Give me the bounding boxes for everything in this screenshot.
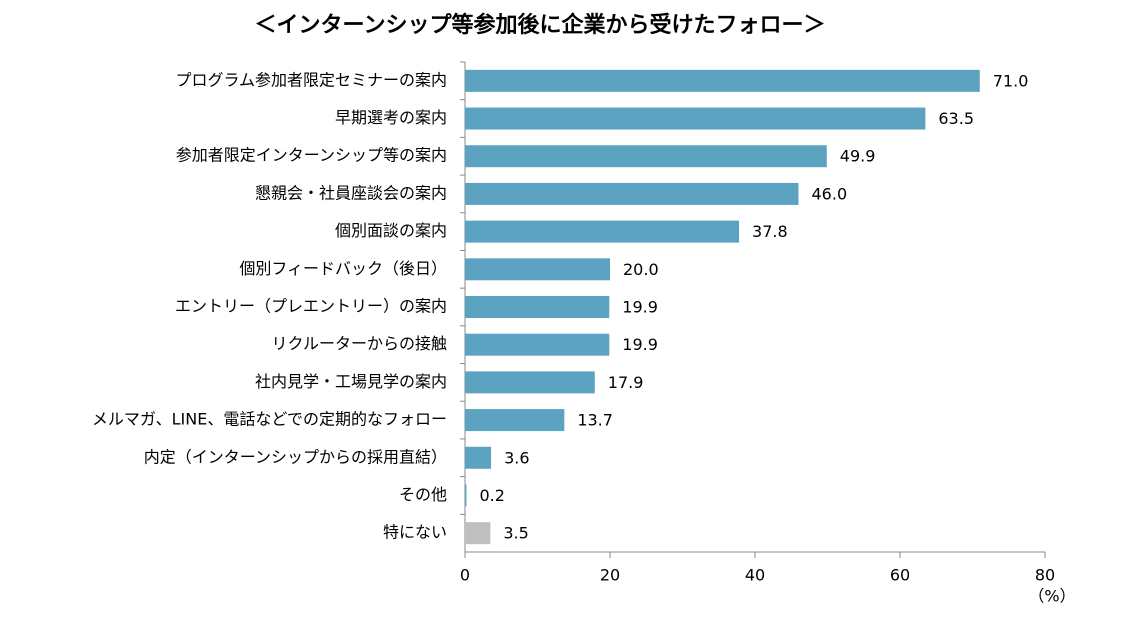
value-label: 63.5 (938, 109, 974, 128)
y-tick-label: 個別フィードバック（後日） (239, 259, 447, 278)
bar (465, 258, 610, 281)
value-label: 37.8 (752, 222, 788, 241)
y-tick-label: 早期選考の案内 (335, 108, 447, 127)
bar (465, 409, 565, 432)
bar (465, 107, 926, 130)
y-tick-label: 内定（インターンシップからの採用直結） (144, 447, 447, 466)
bar (465, 484, 467, 507)
chart-title: ＜インターンシップ等参加後に企業から受けたフォロー＞ (255, 12, 826, 38)
bar (465, 145, 827, 168)
value-label: 3.5 (503, 524, 528, 543)
y-tick-label: プログラム参加者限定セミナーの案内 (175, 70, 447, 89)
y-tick-label: エントリー（プレエントリー）の案内 (175, 297, 447, 316)
x-tick-label: 80 (1035, 566, 1055, 585)
value-label: 46.0 (812, 184, 848, 203)
bar (465, 69, 980, 92)
bar (465, 522, 491, 545)
value-label: 19.9 (622, 335, 658, 354)
value-label: 17.9 (608, 373, 644, 392)
x-tick-label: 20 (600, 566, 620, 585)
y-tick-label: 懇親会・社員座談会の案内 (255, 183, 447, 202)
x-tick-label: 40 (745, 566, 765, 585)
value-label: 3.6 (504, 448, 529, 467)
bar (465, 333, 610, 356)
bar (465, 182, 799, 205)
y-tick-label: 特にない (383, 523, 447, 542)
value-label: 0.2 (479, 486, 504, 505)
y-tick-label: その他 (399, 485, 447, 504)
value-label: 20.0 (623, 260, 659, 279)
x-tick-label: 0 (460, 566, 470, 585)
y-tick-label: 参加者限定インターンシップ等の案内 (176, 146, 447, 165)
y-tick-label: メルマガ、LINE、電話などでの定期的なフォロー (92, 410, 447, 429)
x-axis-unit: （%） (1028, 587, 1075, 606)
bar (465, 446, 492, 469)
value-label: 49.9 (840, 147, 876, 166)
value-label: 19.9 (622, 298, 658, 317)
x-tick-label: 60 (890, 566, 910, 585)
y-tick-label: 個別面談の案内 (335, 221, 447, 240)
bar (465, 296, 610, 318)
bar (465, 371, 595, 394)
bar (465, 220, 740, 243)
y-tick-label: リクルーターからの接触 (271, 334, 447, 353)
value-label: 71.0 (993, 71, 1029, 90)
y-tick-label: 社内見学・工場見学の案内 (255, 372, 447, 391)
value-label: 13.7 (577, 411, 613, 430)
